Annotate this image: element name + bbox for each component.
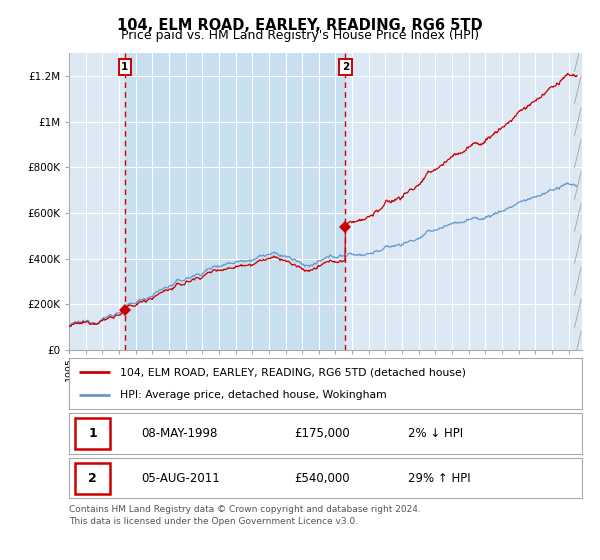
FancyBboxPatch shape — [75, 463, 110, 493]
Bar — [125, 53, 346, 350]
Text: 104, ELM ROAD, EARLEY, READING, RG6 5TD: 104, ELM ROAD, EARLEY, READING, RG6 5TD — [117, 18, 483, 33]
Text: £175,000: £175,000 — [295, 427, 350, 440]
Text: 2: 2 — [88, 472, 97, 485]
FancyBboxPatch shape — [75, 418, 110, 449]
Text: HPI: Average price, detached house, Wokingham: HPI: Average price, detached house, Woki… — [121, 390, 387, 400]
Text: £540,000: £540,000 — [295, 472, 350, 485]
Text: 1: 1 — [88, 427, 97, 440]
Text: Contains HM Land Registry data © Crown copyright and database right 2024.
This d: Contains HM Land Registry data © Crown c… — [69, 505, 421, 526]
Text: 1: 1 — [121, 62, 128, 72]
Text: 05-AUG-2011: 05-AUG-2011 — [141, 472, 220, 485]
Text: Price paid vs. HM Land Registry's House Price Index (HPI): Price paid vs. HM Land Registry's House … — [121, 29, 479, 42]
Text: 29% ↑ HPI: 29% ↑ HPI — [407, 472, 470, 485]
Text: 08-MAY-1998: 08-MAY-1998 — [141, 427, 217, 440]
Text: 2% ↓ HPI: 2% ↓ HPI — [407, 427, 463, 440]
Text: 2: 2 — [342, 62, 349, 72]
Text: 104, ELM ROAD, EARLEY, READING, RG6 5TD (detached house): 104, ELM ROAD, EARLEY, READING, RG6 5TD … — [121, 367, 466, 377]
